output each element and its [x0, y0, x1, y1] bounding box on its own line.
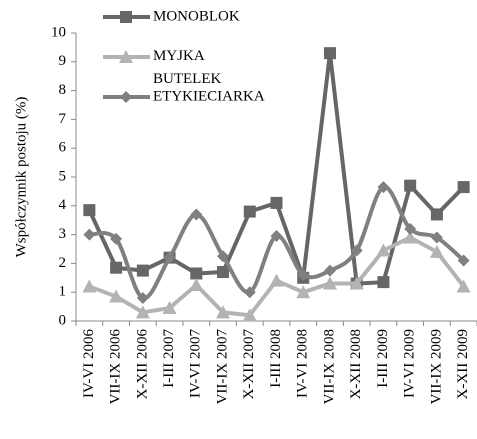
x-tick-label: X-XII 2009: [455, 329, 471, 399]
data-point: [297, 268, 310, 281]
data-point: [83, 204, 96, 217]
x-tick-label: IV-VI 2007: [188, 329, 204, 399]
data-point: [135, 305, 150, 319]
data-point: [243, 205, 256, 218]
x-tick-label: X-XII 2008: [348, 329, 364, 399]
y-tick-label: 2: [59, 255, 67, 271]
x-tick-label: VII-IX 2006: [108, 329, 124, 405]
x-tick-label: IV-VI 2009: [402, 329, 418, 398]
data-point: [377, 181, 390, 194]
series-line: [87, 52, 466, 286]
x-tick-label: IV-VI 2008: [295, 329, 311, 398]
y-tick-label: 6: [59, 140, 67, 156]
x-tick-label: IV-VI 2006: [81, 329, 97, 399]
data-point: [350, 244, 363, 257]
x-tick-label: X-XII 2006: [134, 329, 150, 400]
y-tick-label: 4: [59, 197, 67, 213]
x-tick-label: VII-IX 2007: [214, 329, 230, 405]
y-tick-label: 0: [59, 312, 67, 328]
legend-label-line: MYJKA: [153, 48, 205, 64]
y-axis-label: Współczynnik postoju (%): [13, 97, 29, 258]
data-point: [457, 254, 470, 267]
data-point: [216, 305, 231, 319]
y-tick-label: 1: [59, 284, 67, 300]
series: [83, 47, 470, 290]
series: [82, 230, 471, 322]
legend-label: MYJKA BUTELEK: [153, 48, 221, 87]
data-point: [136, 264, 149, 277]
y-tick-label: 10: [51, 24, 66, 40]
legend-label-line: BUTELEK: [153, 71, 221, 87]
data-point: [322, 276, 337, 290]
data-point: [430, 208, 443, 221]
legend-marker: [120, 11, 132, 23]
data-point: [190, 208, 203, 221]
legend-marker: [120, 91, 132, 103]
data-point: [296, 285, 311, 299]
data-point: [82, 279, 97, 293]
data-point: [270, 196, 283, 209]
data-point: [269, 273, 284, 287]
y-tick-label: 5: [59, 168, 67, 184]
x-tick-label: I-III 2007: [161, 329, 177, 388]
x-tick-label: I-III 2009: [375, 329, 391, 388]
data-point: [189, 278, 204, 291]
data-point: [136, 291, 149, 304]
y-tick-label: 3: [59, 226, 67, 242]
data-point: [376, 243, 391, 257]
y-tick-label: 9: [59, 53, 67, 69]
legend-marker: [119, 50, 133, 63]
data-point: [404, 222, 417, 235]
legend-label: ETYKIECIARKA: [153, 88, 265, 104]
data-point: [430, 231, 443, 244]
x-tick-label: X-XII 2007: [241, 329, 257, 400]
data-point: [217, 266, 230, 279]
legend-label: MONOBLOK: [153, 8, 240, 24]
data-point: [403, 230, 418, 244]
series: [83, 181, 470, 304]
data-point: [110, 232, 123, 245]
data-point: [456, 279, 471, 293]
data-point: [377, 276, 390, 289]
data-point: [349, 276, 364, 290]
y-tick-label: 7: [59, 111, 67, 127]
data-point: [404, 179, 417, 192]
data-point: [109, 289, 124, 303]
data-point: [323, 47, 336, 60]
data-point: [270, 230, 283, 243]
data-point: [163, 251, 176, 264]
data-point: [242, 308, 257, 322]
data-point: [429, 244, 444, 258]
x-tick-label: I-III 2008: [268, 329, 284, 388]
x-tick-label: VII-IX 2009: [428, 329, 444, 404]
data-point: [217, 250, 230, 263]
x-tick-label: VII-IX 2008: [321, 329, 337, 404]
y-tick-label: 8: [59, 82, 67, 98]
data-point: [243, 286, 256, 299]
data-point: [110, 261, 123, 274]
data-point: [162, 301, 177, 315]
data-point: [457, 181, 470, 194]
data-point: [83, 228, 96, 241]
data-point: [190, 267, 203, 280]
data-point: [323, 264, 336, 277]
